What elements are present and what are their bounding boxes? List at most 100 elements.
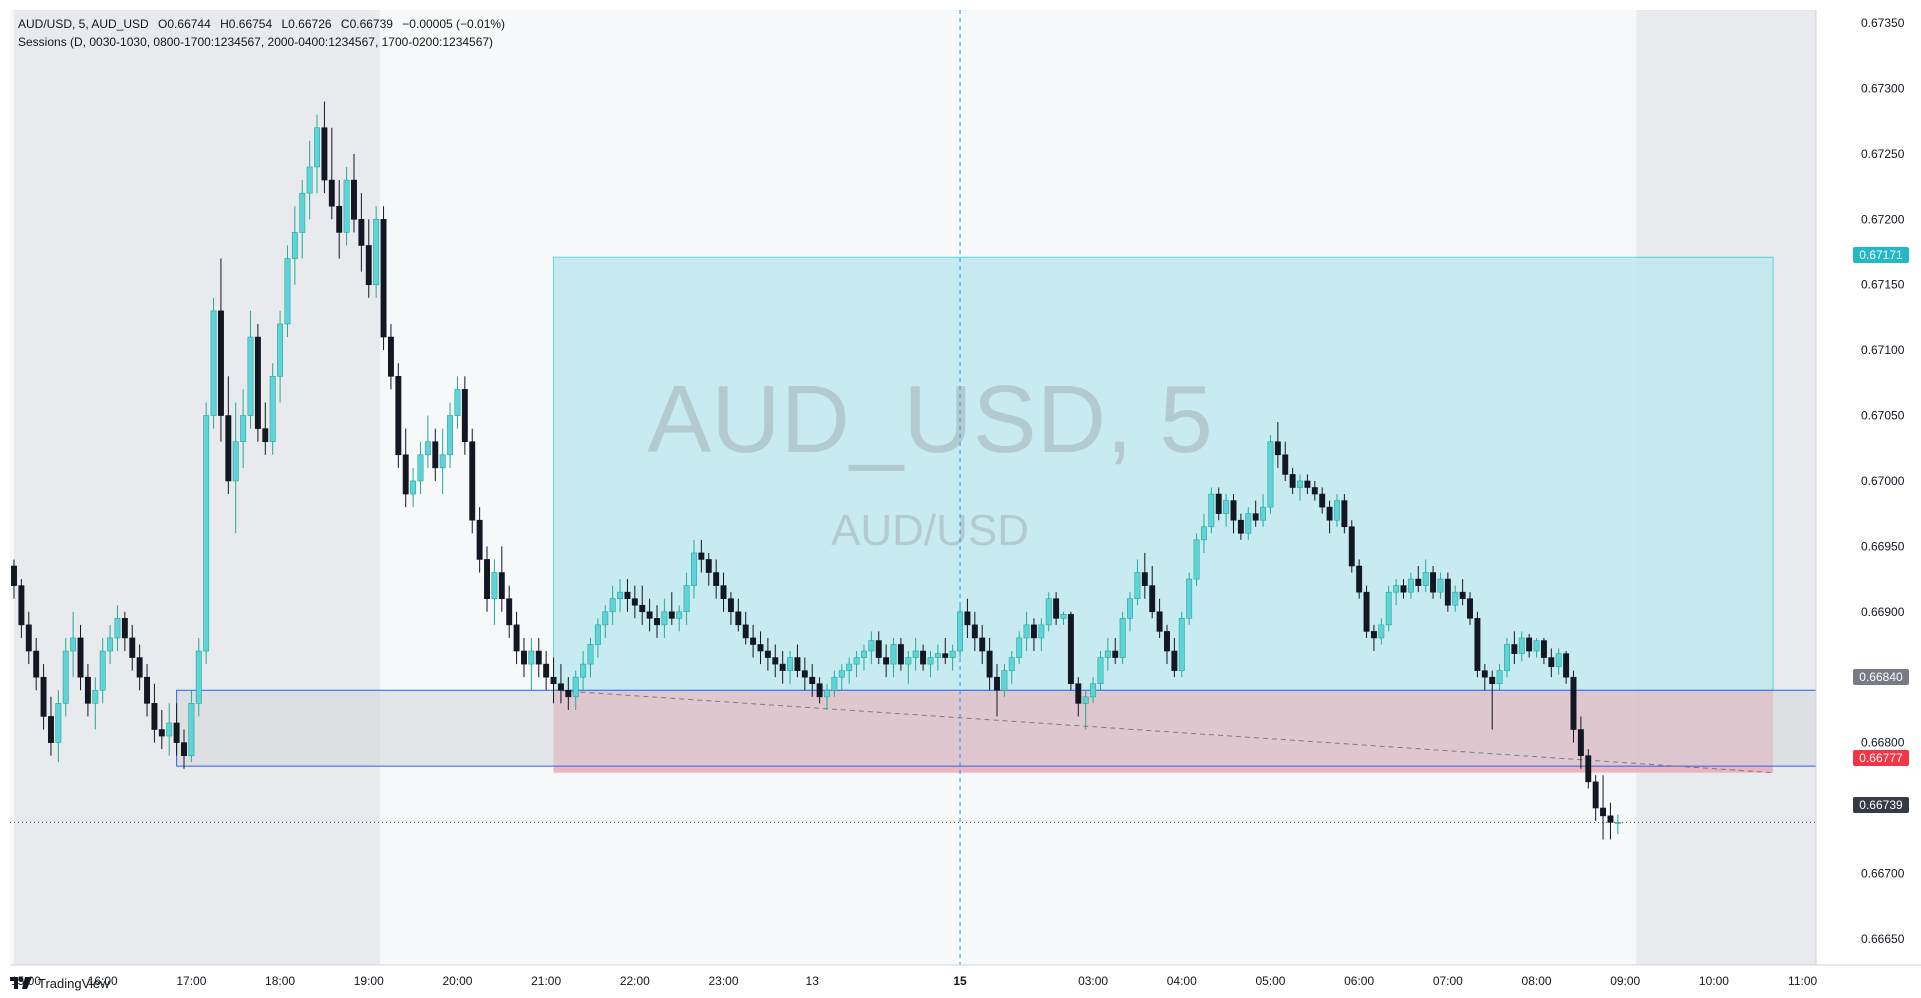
candle bbox=[713, 559, 720, 599]
candle bbox=[1119, 611, 1126, 665]
candle bbox=[1385, 585, 1392, 632]
candle bbox=[395, 363, 402, 468]
x-tick-label: 22:00 bbox=[620, 974, 650, 988]
candle-body bbox=[713, 572, 720, 586]
candle bbox=[151, 683, 158, 743]
tradingview-brand[interactable]: TradingView bbox=[10, 974, 110, 992]
candle bbox=[269, 363, 276, 455]
candle-body bbox=[646, 611, 653, 619]
candle bbox=[609, 585, 616, 625]
candle bbox=[476, 507, 483, 573]
candle bbox=[1614, 814, 1621, 835]
candle-body bbox=[1119, 618, 1126, 658]
candle-body bbox=[934, 653, 941, 658]
candle bbox=[1067, 611, 1074, 691]
time-axis[interactable]: 15:0016:0017:0018:0019:0020:0021:0022:00… bbox=[11, 974, 1818, 988]
y-tick-label: 0.66650 bbox=[1861, 932, 1905, 946]
candle bbox=[883, 644, 890, 678]
candle bbox=[1090, 677, 1097, 704]
candle bbox=[1563, 651, 1570, 684]
candle bbox=[1186, 572, 1193, 625]
candle bbox=[1592, 775, 1599, 822]
candle-body bbox=[1348, 526, 1355, 567]
candle-body bbox=[1363, 591, 1370, 632]
candle bbox=[47, 696, 54, 756]
candle-body bbox=[1097, 657, 1104, 685]
candle-body bbox=[580, 663, 587, 678]
candle-body bbox=[949, 650, 956, 658]
candle bbox=[912, 637, 919, 671]
candle-body bbox=[33, 650, 40, 678]
candle bbox=[240, 389, 247, 468]
price-axis[interactable]: 0.67350 0.67300 0.67250 0.67200 0.67150 0.671… bbox=[1861, 16, 1905, 946]
candle bbox=[1467, 592, 1473, 625]
candle-body bbox=[1489, 676, 1496, 685]
candle bbox=[1481, 664, 1488, 691]
candle-body bbox=[1518, 637, 1525, 654]
candle bbox=[949, 644, 956, 671]
candle bbox=[654, 605, 660, 638]
profit-zone[interactable] bbox=[553, 256, 1774, 691]
candle-body bbox=[1208, 493, 1215, 528]
candle-body bbox=[1407, 578, 1414, 593]
stop-price-label: 0.66777 bbox=[1853, 750, 1909, 766]
candle bbox=[691, 539, 697, 599]
candle-body bbox=[1415, 578, 1422, 586]
range-box[interactable] bbox=[176, 689, 1817, 767]
candle-body bbox=[971, 624, 978, 639]
candle-body bbox=[964, 611, 971, 626]
candle-body bbox=[1378, 624, 1385, 639]
candle-body bbox=[691, 552, 697, 586]
candle bbox=[905, 651, 912, 684]
candle-body bbox=[1467, 598, 1473, 619]
legend-ohlc: AUD/USD, 5, AUD_USD O0.66744 H0.66754 L0… bbox=[18, 17, 511, 31]
y-tick-label: 0.67250 bbox=[1861, 147, 1905, 161]
candle bbox=[890, 637, 897, 678]
candle bbox=[1311, 480, 1318, 501]
candle-body bbox=[1356, 565, 1363, 593]
candle bbox=[816, 677, 823, 704]
candle-body bbox=[557, 683, 564, 691]
candle-body bbox=[683, 585, 690, 613]
candle bbox=[25, 611, 32, 665]
candle-body bbox=[92, 689, 99, 704]
candle bbox=[1164, 624, 1170, 665]
candle bbox=[225, 376, 232, 495]
candle-body bbox=[247, 336, 254, 416]
candle-body bbox=[99, 650, 106, 691]
candle-body bbox=[1548, 657, 1555, 668]
watermark-subtitle: AUD/USD bbox=[831, 506, 1029, 555]
candle bbox=[994, 664, 1000, 717]
candle bbox=[1526, 634, 1533, 658]
candle bbox=[469, 428, 476, 534]
candle bbox=[1097, 651, 1104, 691]
candle bbox=[1215, 487, 1222, 521]
candle bbox=[1208, 487, 1215, 534]
candle bbox=[1075, 677, 1082, 717]
candle-body bbox=[1067, 614, 1074, 685]
candle bbox=[1045, 592, 1052, 632]
candle-body bbox=[269, 376, 276, 443]
candle-body bbox=[543, 663, 550, 678]
candle bbox=[824, 683, 830, 710]
candle-body bbox=[240, 415, 247, 443]
candle bbox=[484, 546, 490, 612]
candle-body bbox=[1437, 578, 1444, 593]
candle bbox=[107, 624, 114, 665]
candle-body bbox=[809, 676, 816, 685]
legend-sessions-indicator[interactable]: Sessions (D, 0030-1030, 0800-1700:123456… bbox=[18, 35, 494, 49]
candle-body bbox=[1230, 500, 1237, 521]
candle bbox=[513, 611, 520, 665]
candle bbox=[565, 677, 572, 710]
x-tick-label: 05:00 bbox=[1255, 974, 1285, 988]
candle bbox=[1223, 494, 1230, 527]
candle bbox=[1053, 592, 1060, 625]
candle-body bbox=[1030, 624, 1037, 639]
candle bbox=[402, 428, 409, 508]
candle bbox=[1444, 572, 1451, 612]
candle-body bbox=[144, 676, 150, 704]
candle-body bbox=[942, 653, 949, 658]
candle-body bbox=[883, 657, 890, 665]
candle bbox=[794, 644, 801, 678]
